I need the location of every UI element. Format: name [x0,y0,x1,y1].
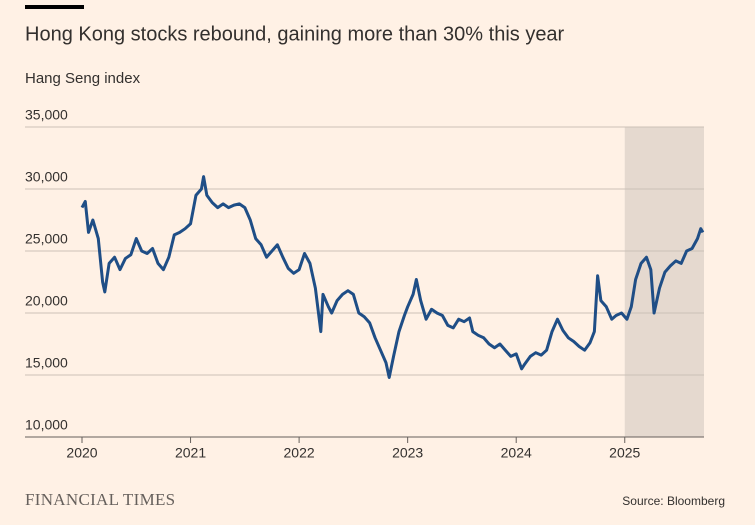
y-tick-label: 30,000 [25,169,68,185]
chart-subtitle: Hang Seng index [25,70,141,87]
x-tick-label: 2025 [609,445,640,461]
highlight-band [624,127,704,437]
y-tick-label: 25,000 [25,231,68,247]
y-tick-label: 20,000 [25,293,68,309]
x-tick-label: 2024 [501,445,532,461]
brand-bar [25,5,84,9]
data-line [80,175,705,379]
y-tick-label: 10,000 [25,417,68,433]
x-tick-label: 2022 [284,445,315,461]
x-tick-label: 2021 [175,445,206,461]
brand-logo: FINANCIAL TIMES [25,490,175,509]
source-note: Source: Bloomberg [622,494,725,508]
y-tick-label: 35,000 [25,107,68,123]
chart-title: Hong Kong stocks rebound, gaining more t… [25,23,565,45]
y-tick-label: 15,000 [25,355,68,371]
x-tick-label: 2023 [392,445,423,461]
x-tick-label: 2020 [66,445,97,461]
